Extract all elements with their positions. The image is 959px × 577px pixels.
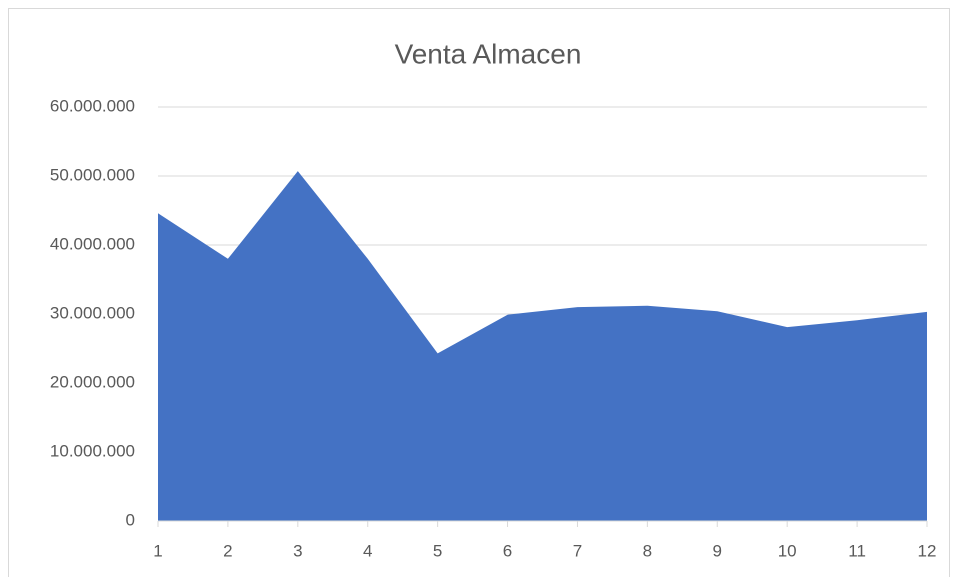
x-tick-label: 1 bbox=[153, 541, 162, 560]
x-tick-label: 11 bbox=[848, 541, 866, 560]
y-tick-label: 20.000.000 bbox=[50, 372, 135, 391]
x-tick-label: 6 bbox=[503, 541, 512, 560]
x-tick-label: 12 bbox=[918, 541, 937, 560]
x-tick-label: 3 bbox=[293, 541, 302, 560]
chart-title: Venta Almacen bbox=[395, 38, 582, 69]
x-tick-label: 4 bbox=[363, 541, 372, 560]
y-tick-label: 60.000.000 bbox=[50, 96, 135, 115]
x-tick-label: 9 bbox=[713, 541, 722, 560]
area bbox=[158, 171, 927, 522]
x-tick-label: 5 bbox=[433, 541, 442, 560]
x-tick-label: 7 bbox=[573, 541, 582, 560]
y-tick-label: 0 bbox=[126, 510, 135, 529]
x-tick-label: 10 bbox=[778, 541, 797, 560]
y-tick-label: 50.000.000 bbox=[50, 165, 135, 184]
x-tick-label: 8 bbox=[643, 541, 652, 560]
y-tick-label: 10.000.000 bbox=[50, 441, 135, 460]
y-tick-label: 40.000.000 bbox=[50, 234, 135, 253]
x-tick-label: 2 bbox=[223, 541, 232, 560]
y-tick-label: 30.000.000 bbox=[50, 303, 135, 322]
